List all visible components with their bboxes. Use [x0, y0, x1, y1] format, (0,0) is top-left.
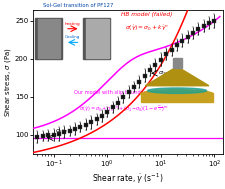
- Y-axis label: Shear stress, $\sigma$ (Pa): Shear stress, $\sigma$ (Pa): [3, 46, 14, 117]
- Text: $\sigma(\dot{\gamma}) = \sigma_0 + \eta_s\dot{\gamma}^n + (\sigma_1{-}\sigma_0)(: $\sigma(\dot{\gamma}) = \sigma_0 + \eta_…: [79, 102, 168, 114]
- Text: Our model with slip boundary condition: Our model with slip boundary condition: [74, 90, 173, 95]
- Text: $\sigma_{slip}$: $\sigma_{slip}$: [55, 128, 68, 137]
- Text: $\sigma(\dot{\gamma}) = \sigma_0 + k\dot{\gamma}^n$: $\sigma(\dot{\gamma}) = \sigma_0 + k\dot…: [124, 24, 168, 33]
- X-axis label: Shear rate, $\dot{\gamma}$ (s$^{-1}$): Shear rate, $\dot{\gamma}$ (s$^{-1}$): [92, 171, 163, 186]
- Text: $\sigma_{true}$: $\sigma_{true}$: [157, 69, 172, 77]
- Text: HB model (failed): HB model (failed): [121, 12, 172, 17]
